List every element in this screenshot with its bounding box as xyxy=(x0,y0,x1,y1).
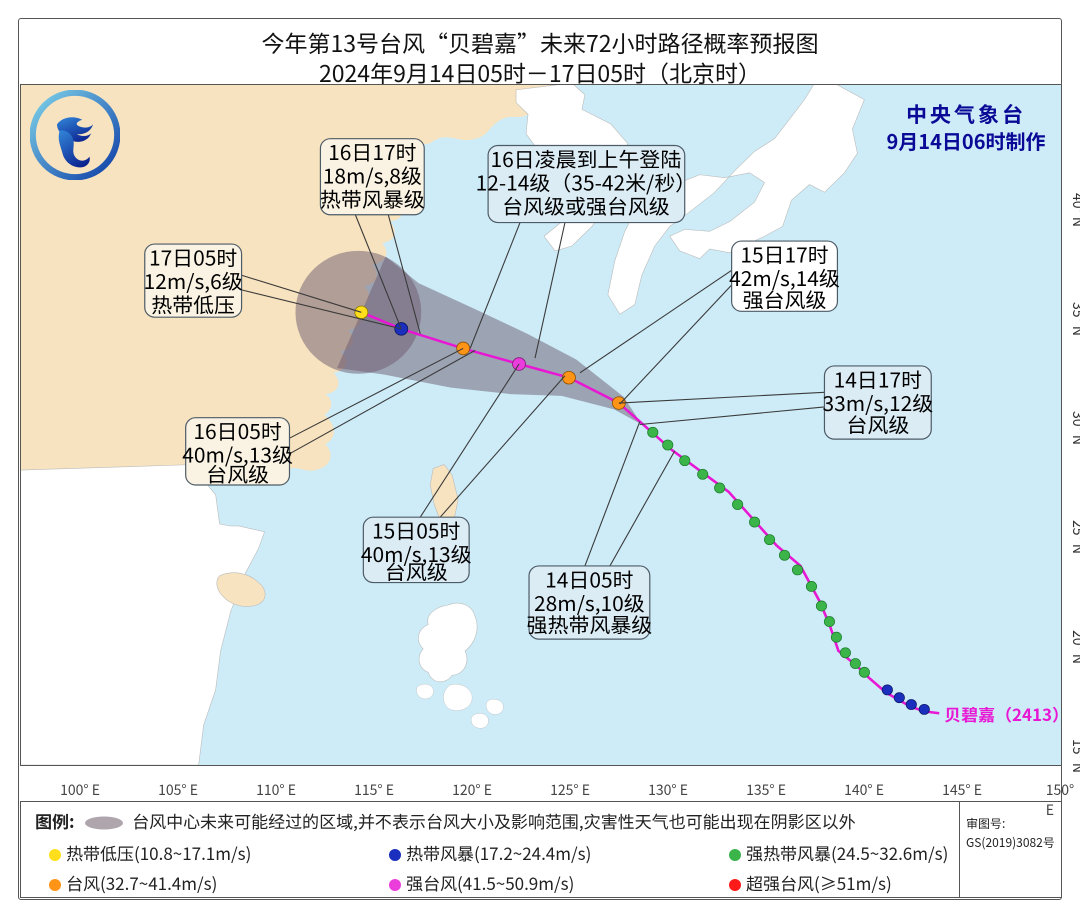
svg-text:台风级: 台风级 xyxy=(846,409,909,439)
svg-text:热带低压: 热带低压 xyxy=(151,289,235,319)
svg-text:贝碧嘉（2413）: 贝碧嘉（2413） xyxy=(944,702,1061,726)
svg-text:台风级或强台风级: 台风级或强台风级 xyxy=(502,190,670,220)
svg-text:热带风暴级: 热带风暴级 xyxy=(320,183,425,213)
svg-text:台风级: 台风级 xyxy=(206,458,269,488)
svg-text:台风级: 台风级 xyxy=(385,556,448,586)
svg-text:强热带风暴级: 强热带风暴级 xyxy=(527,609,653,639)
svg-text:强台风级: 强台风级 xyxy=(743,284,827,314)
